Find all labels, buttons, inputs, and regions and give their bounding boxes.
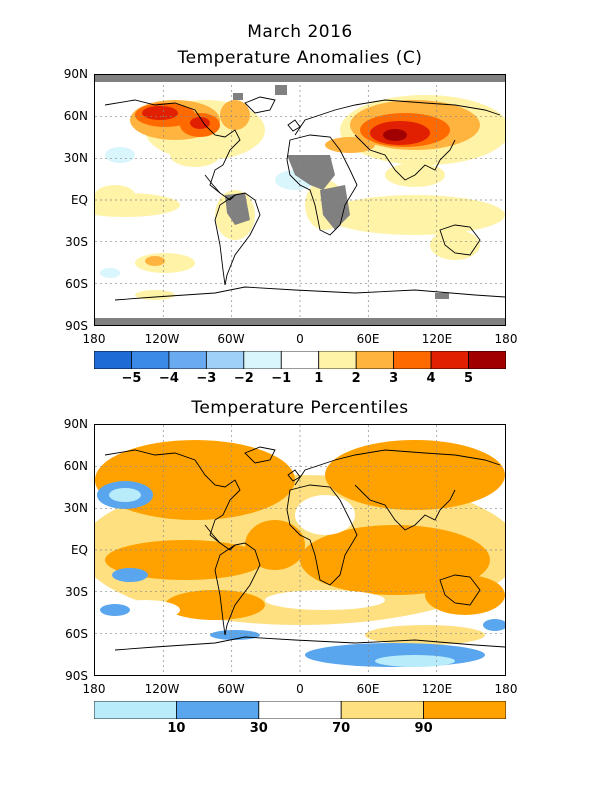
lon-label: 0	[296, 682, 304, 696]
colorbar-swatch	[318, 351, 357, 369]
colorbar-label: 3	[389, 371, 399, 386]
lat-label: 90N	[63, 417, 88, 431]
lon-label: 180	[494, 682, 518, 696]
lat-label: 30S	[65, 585, 88, 599]
lon-label: 60E	[356, 332, 380, 346]
colorbar-label: −5	[121, 371, 142, 386]
map-title-anomalies: Temperature Anomalies (C)	[177, 48, 423, 68]
percentile-colorbar	[94, 701, 506, 719]
lat-label: EQ	[70, 193, 88, 207]
map-title-percentiles: Temperature Percentiles	[191, 398, 409, 418]
lat-label: 90N	[63, 67, 88, 81]
colorbar-swatch	[131, 351, 170, 369]
lat-label: 30N	[63, 151, 88, 165]
lat-label: 60N	[63, 109, 88, 123]
percentile-map	[94, 424, 506, 676]
colorbar-label: −3	[196, 371, 217, 386]
colorbar-swatch	[94, 351, 132, 369]
colorbar-label: −1	[271, 371, 292, 386]
colorbar-swatch	[423, 701, 506, 719]
colorbar-label: 1	[314, 371, 324, 386]
lon-label: 120E	[421, 682, 453, 696]
lon-label: 0	[296, 332, 304, 346]
lat-label: 60S	[65, 277, 88, 291]
lat-label: EQ	[70, 543, 88, 557]
lon-label: 180	[82, 332, 106, 346]
lat-label: 30S	[65, 235, 88, 249]
anomaly-colorbar	[94, 351, 506, 369]
colorbar-label: 30	[249, 721, 268, 736]
colorbar-label: 2	[351, 371, 361, 386]
lon-label: 60E	[356, 682, 380, 696]
lon-label: 120W	[144, 682, 180, 696]
lat-label: 30N	[63, 501, 88, 515]
colorbar-label: 10	[167, 721, 186, 736]
colorbar-label: 70	[332, 721, 351, 736]
colorbar-label: 4	[426, 371, 436, 386]
lat-label: 90S	[65, 669, 88, 683]
colorbar-swatch	[430, 351, 469, 369]
colorbar-label: −2	[233, 371, 254, 386]
lon-label: 180	[494, 332, 518, 346]
lat-label: 60S	[65, 627, 88, 641]
colorbar-swatch	[205, 351, 245, 369]
colorbar-swatch	[94, 701, 177, 719]
colorbar-swatch	[280, 351, 320, 369]
lat-label: 90S	[65, 319, 88, 333]
map-title-date: March 2016	[247, 22, 353, 42]
lon-label: 180	[82, 682, 106, 696]
lon-label: 60W	[217, 332, 245, 346]
colorbar-swatch	[168, 351, 207, 369]
colorbar-label: −4	[158, 371, 179, 386]
lon-label: 60W	[217, 682, 245, 696]
lon-label: 120W	[144, 332, 180, 346]
anomaly-map	[94, 74, 506, 326]
lon-label: 120E	[421, 332, 453, 346]
colorbar-label: 90	[414, 721, 433, 736]
colorbar-swatch	[468, 351, 506, 369]
colorbar-swatch	[355, 351, 395, 369]
colorbar-label: 5	[464, 371, 474, 386]
colorbar-swatch	[340, 701, 424, 719]
lat-label: 60N	[63, 459, 88, 473]
colorbar-swatch	[393, 351, 432, 369]
colorbar-swatch	[258, 701, 342, 719]
colorbar-swatch	[176, 701, 260, 719]
colorbar-swatch	[243, 351, 282, 369]
